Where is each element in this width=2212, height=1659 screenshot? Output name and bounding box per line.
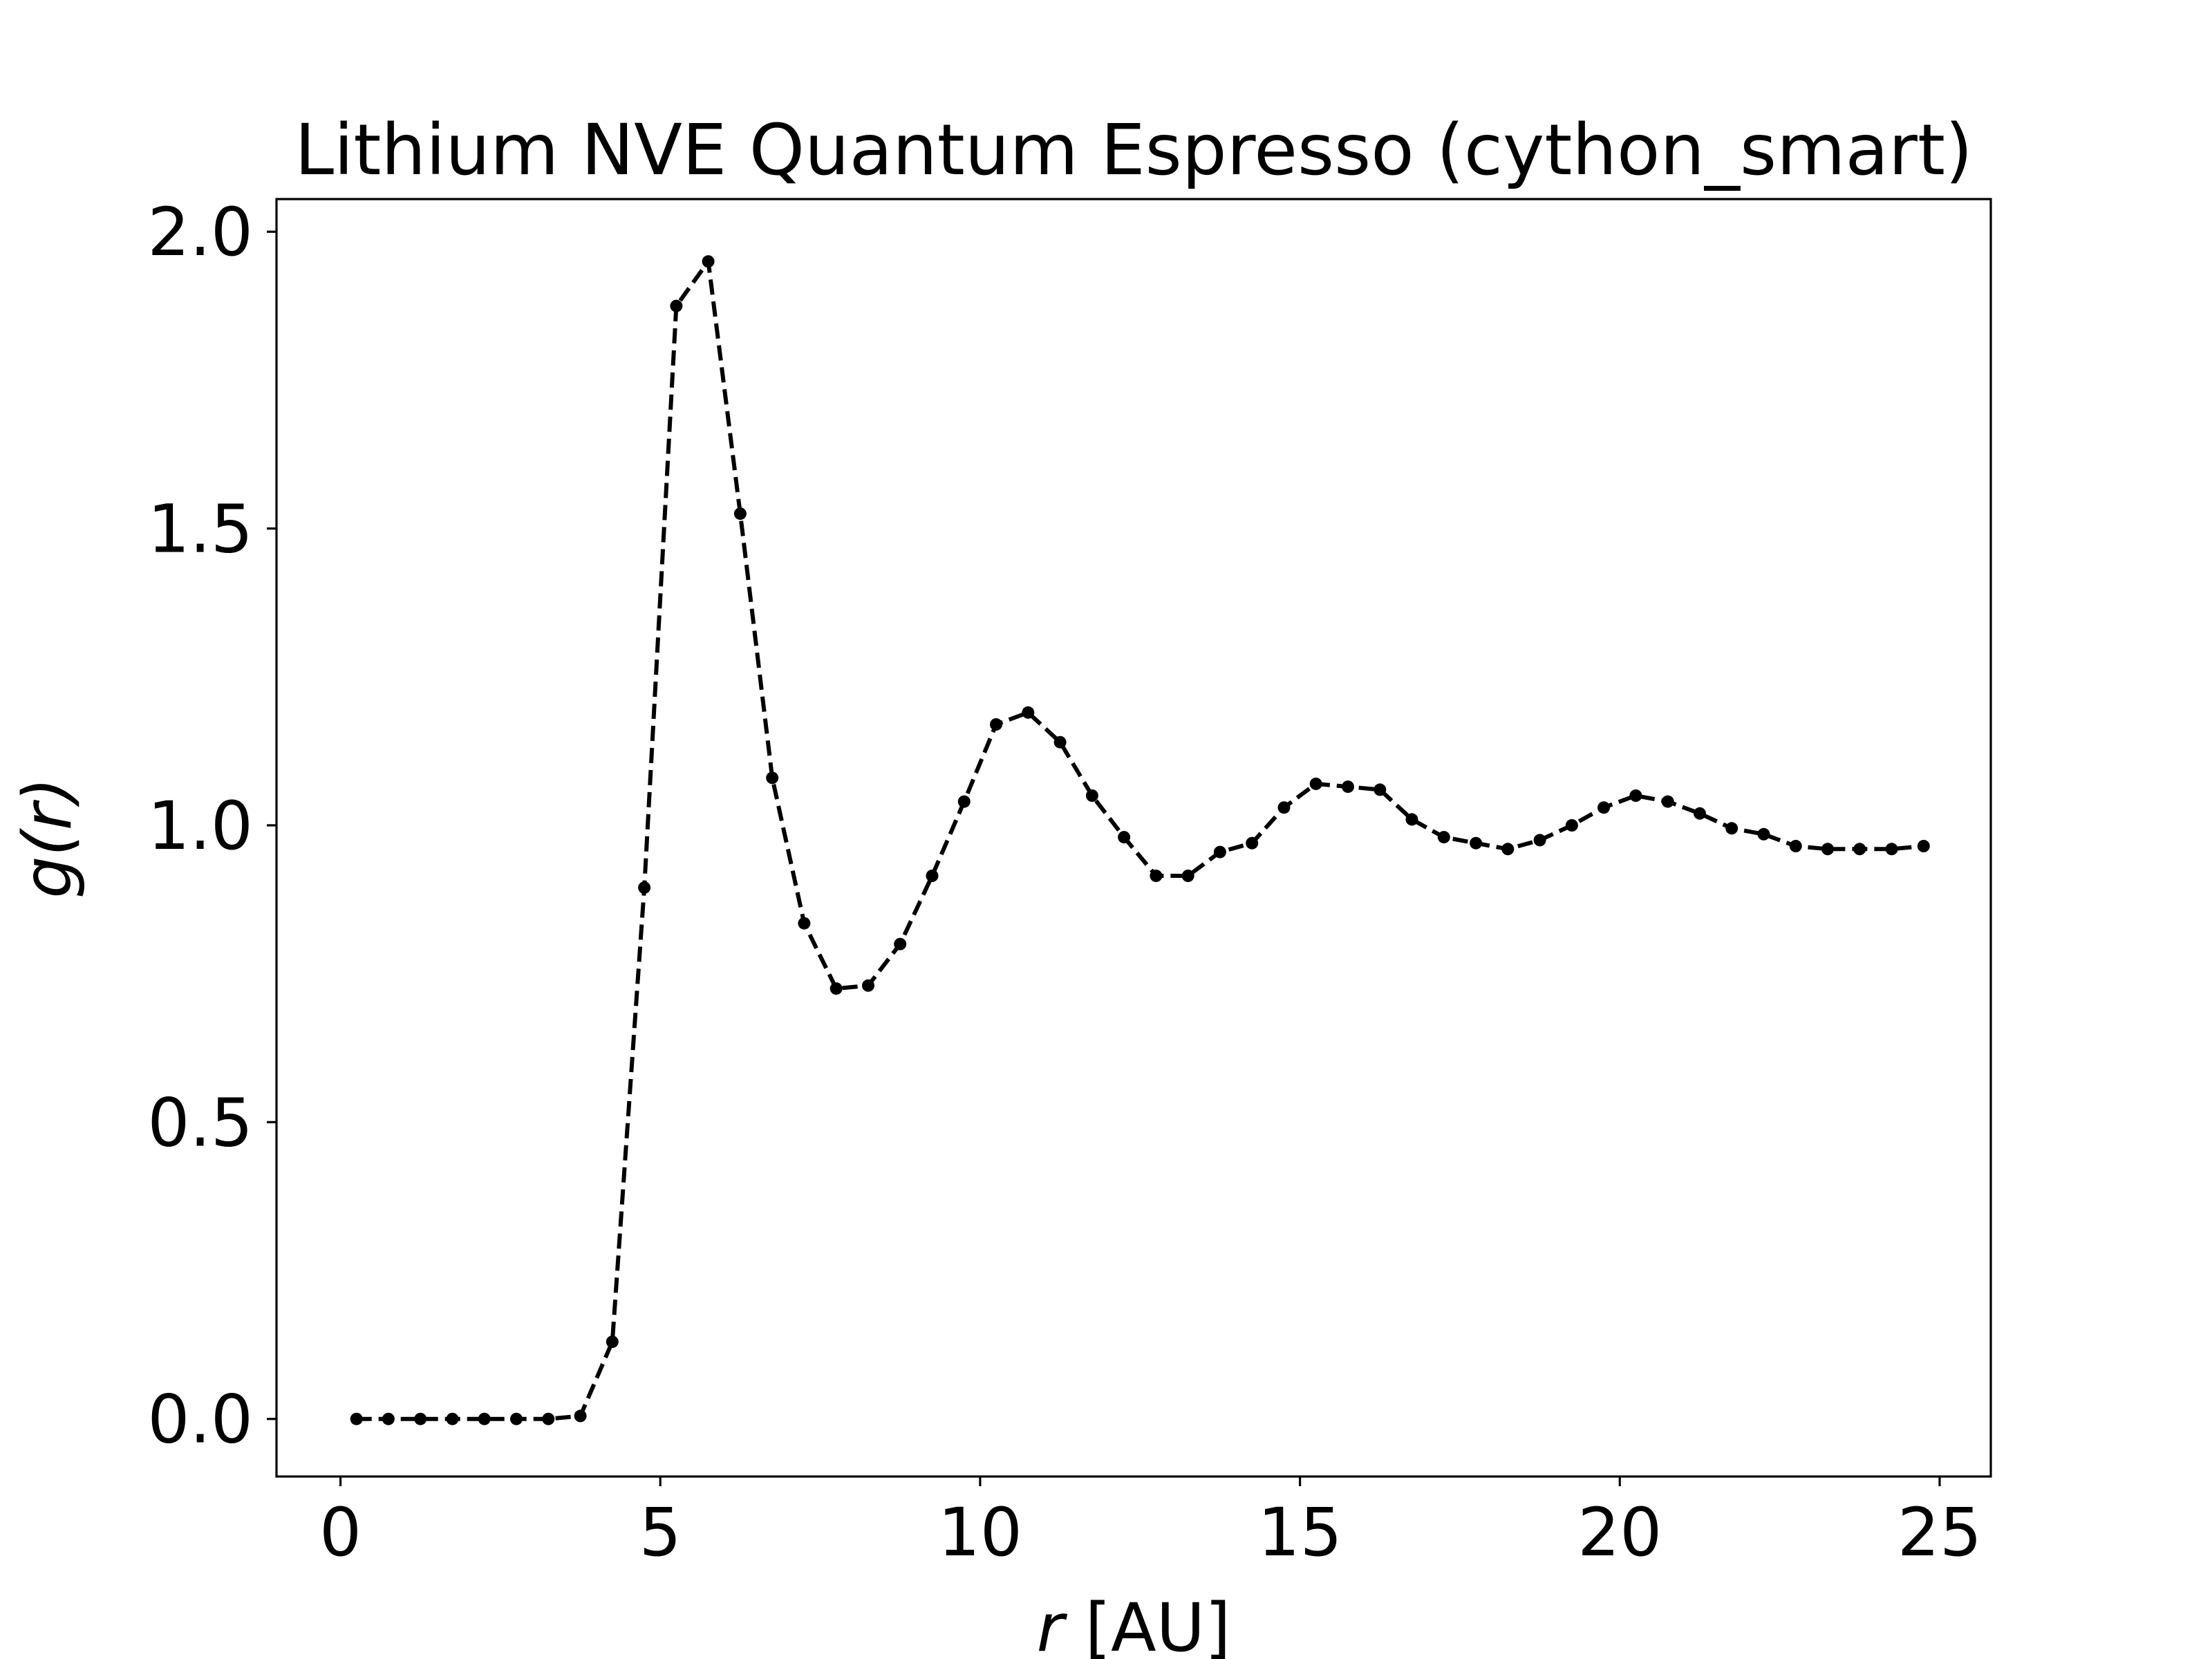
y-axis-ticks: 0.0 0.5 1.0 1.5 2.0: [147, 194, 276, 1459]
data-point: [1118, 831, 1131, 844]
data-point: [1437, 831, 1450, 844]
data-point: [990, 718, 1002, 731]
data-point: [1885, 843, 1898, 856]
y-tick-label: 2.0: [147, 194, 253, 271]
data-point: [1213, 845, 1226, 859]
data-point: [1053, 735, 1067, 749]
y-tick-label: 1.0: [147, 787, 253, 865]
plot-frame: [275, 198, 1992, 1478]
data-point: [542, 1412, 555, 1425]
data-point: [1277, 801, 1291, 814]
data-point: [1629, 789, 1642, 802]
data-point: [478, 1412, 491, 1425]
y-axis-label: g(r): [9, 777, 86, 898]
data-point: [1405, 813, 1418, 826]
x-tick-label: 25: [1897, 1494, 1982, 1571]
data-point: [1374, 783, 1387, 796]
data-point: [1181, 870, 1194, 882]
data-point: [1853, 843, 1866, 856]
x-axis-label: r [AU]: [1037, 1589, 1231, 1659]
data-point: [446, 1412, 459, 1425]
data-point: [733, 507, 747, 521]
data-point: [1917, 840, 1930, 852]
data-point: [1342, 780, 1354, 794]
x-tick-label: 20: [1577, 1494, 1662, 1571]
data-point: [702, 255, 715, 268]
x-tick-label: 0: [319, 1494, 362, 1571]
x-tick-label: 5: [639, 1494, 682, 1571]
x-tick-label: 15: [1258, 1494, 1342, 1571]
data-point: [957, 795, 971, 808]
data-point: [1085, 789, 1098, 802]
y-tick-label: 0.0: [147, 1381, 253, 1459]
data-point: [894, 937, 907, 950]
data-point: [1821, 843, 1834, 856]
data-point: [638, 881, 651, 894]
data-point: [830, 982, 843, 995]
data-point: [1470, 836, 1483, 850]
data-point: [1246, 836, 1259, 850]
data-point: [798, 917, 811, 930]
data-point: [1501, 843, 1515, 856]
data-point: [1789, 840, 1802, 852]
data-point: [606, 1335, 619, 1349]
data-point: [1757, 827, 1770, 841]
data-point: [414, 1412, 427, 1425]
plot-series: [350, 255, 1930, 1425]
data-point: [1150, 870, 1163, 882]
data-point: [1694, 807, 1706, 820]
data-point: [1597, 801, 1611, 814]
data-point: [926, 870, 939, 882]
data-point: [1725, 822, 1738, 835]
y-tick-label: 1.5: [147, 491, 253, 568]
data-point: [1565, 819, 1578, 832]
data-point: [862, 979, 874, 992]
y-tick-label: 0.5: [147, 1084, 253, 1161]
data-point: [382, 1412, 395, 1425]
data-point: [1533, 834, 1546, 847]
chart-title: Lithium NVE Quantum Espresso (cython_sma…: [294, 109, 1973, 191]
data-point: [1309, 777, 1322, 790]
data-point: [510, 1412, 523, 1425]
data-point: [1022, 706, 1035, 719]
data-point: [574, 1409, 587, 1423]
data-point: [670, 299, 683, 312]
x-axis-ticks: 0 5 10 15 20 25: [319, 1477, 1982, 1571]
data-point: [350, 1412, 363, 1425]
data-point: [766, 771, 779, 785]
x-tick-label: 10: [938, 1494, 1022, 1571]
data-point: [1661, 795, 1674, 808]
